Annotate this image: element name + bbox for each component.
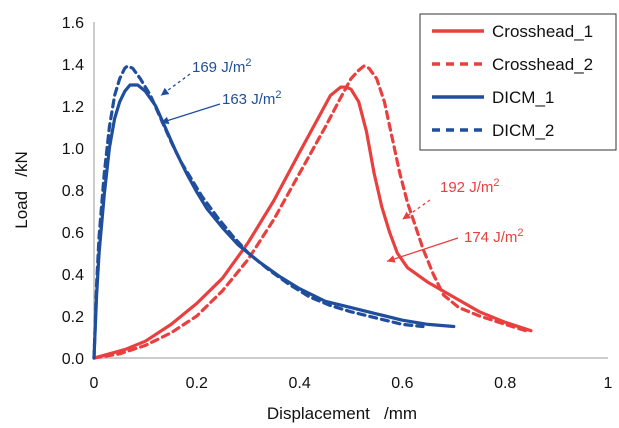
series-line-dicm-2 <box>92 64 425 360</box>
annotation-label: 163 J/m2 <box>222 89 281 108</box>
y-tick-label: 0.6 <box>62 225 84 242</box>
legend-box <box>419 13 617 151</box>
y-tick-label: 0.8 <box>62 183 84 200</box>
y-tick-label: 1.4 <box>62 57 84 74</box>
y-tick-label: 1.6 <box>62 15 84 32</box>
x-tick-label: 1 <box>604 375 613 392</box>
y-tick-label: 0.4 <box>62 267 84 284</box>
y-axis-ticks: 0.0 0.2 0.4 0.6 0.8 1.0 1.2 1.4 1.6 <box>62 15 84 368</box>
y-tick-label: 1.0 <box>62 141 84 158</box>
series-layer <box>92 64 533 360</box>
x-tick-label: 0.4 <box>288 375 310 392</box>
annotation-arrow <box>160 73 191 97</box>
annotation-arrow <box>160 103 221 125</box>
legend-label: Crosshead_1 <box>492 22 593 41</box>
legend-label: DICM_2 <box>492 121 554 140</box>
annotation-label: 169 J/m2 <box>192 57 251 76</box>
y-axis-label: Load /kN <box>12 151 31 229</box>
annotation-arrow <box>386 237 459 263</box>
annotation-layer: 169 J/m2 163 J/m2 192 J/m2 174 J/m2 <box>160 57 523 263</box>
x-tick-label: 0.8 <box>494 375 516 392</box>
x-axis-label: Displacement /mm <box>267 404 417 423</box>
x-axis-ticks: 0 0.2 0.4 0.6 0.8 1 <box>90 375 613 392</box>
annotation-label: 174 J/m2 <box>464 227 523 246</box>
x-tick-label: 0.2 <box>186 375 208 392</box>
y-tick-label: 0.0 <box>62 351 84 368</box>
annotation-label: 192 J/m2 <box>440 177 499 196</box>
y-tick-label: 1.2 <box>62 99 84 116</box>
x-tick-label: 0.6 <box>391 375 413 392</box>
series-line-crosshead-2 <box>92 64 528 360</box>
legend-label: DICM_1 <box>492 88 554 107</box>
plot-area: 0 0.2 0.4 0.6 0.8 1 0.0 0.2 0.4 0.6 0.8 1.0 1.2 1.4 1… <box>62 15 613 392</box>
y-tick-label: 0.2 <box>62 309 84 326</box>
x-tick-label: 0 <box>90 375 99 392</box>
legend-label: Crosshead_2 <box>492 55 593 74</box>
legend: Crosshead_1 Crosshead_2 DICM_1 DICM_2 <box>419 13 617 151</box>
annotation-arrow <box>402 199 431 220</box>
